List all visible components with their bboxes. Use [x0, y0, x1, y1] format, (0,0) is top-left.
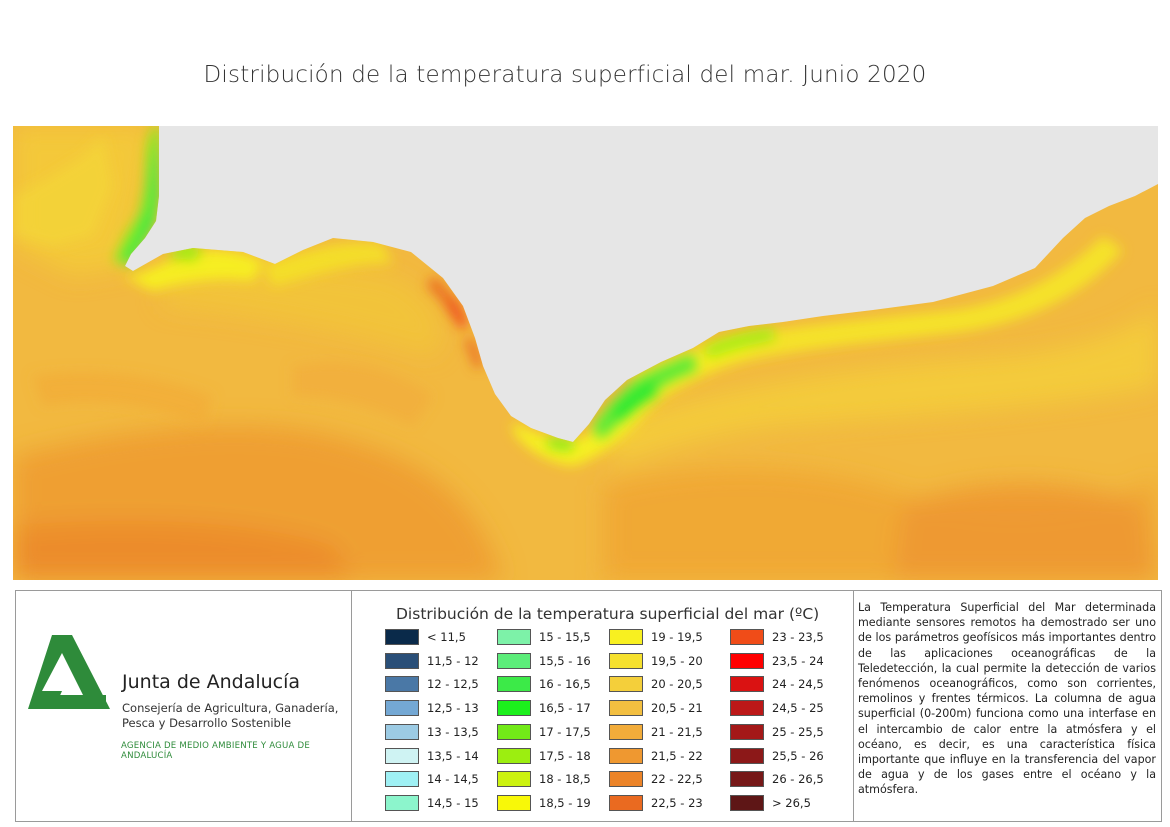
page-title: Distribución de la temperatura superfici… [203, 62, 927, 88]
legend-swatch [497, 700, 531, 717]
legend-label: 19,5 - 20 [651, 653, 703, 668]
legend-label: 22 - 22,5 [651, 772, 703, 787]
legend-label: 16,5 - 17 [539, 701, 591, 716]
legend-label: 12 - 12,5 [427, 677, 479, 692]
junta-andalucia-logo-icon [28, 635, 110, 709]
legend-swatch [497, 723, 531, 740]
legend-label: 13,5 - 14 [427, 748, 479, 763]
legend-label: 12,5 - 13 [427, 701, 479, 716]
legend-swatch [497, 747, 531, 764]
legend-label: 20 - 20,5 [651, 677, 703, 692]
legend-section: Distribución de la temperatura superfici… [351, 591, 854, 821]
legend-label: 22,5 - 23 [651, 795, 703, 810]
legend-swatch [730, 723, 764, 740]
legend-swatch [385, 771, 419, 788]
legend-label: 23,5 - 24 [772, 653, 824, 668]
legend-swatch [609, 747, 643, 764]
legend-swatch [730, 700, 764, 717]
legend-swatch [609, 652, 643, 669]
sst-map [13, 126, 1158, 580]
legend-label: 21,5 - 22 [651, 748, 703, 763]
legend-swatch [385, 723, 419, 740]
agency-name: AGENCIA DE MEDIO AMBIENTE Y AGUA DE ANDA… [121, 741, 310, 761]
legend-label: 20,5 - 21 [651, 701, 703, 716]
legend-swatch [497, 676, 531, 693]
legend-swatch [385, 700, 419, 717]
department-line-2: Pesca y Desarrollo Sostenible [122, 716, 292, 730]
legend-label: 15 - 15,5 [539, 630, 591, 644]
legend-label: < 11,5 [427, 630, 466, 644]
legend-label: 26 - 26,5 [772, 772, 824, 787]
logo-bar [38, 695, 106, 709]
legend-swatch [497, 771, 531, 788]
legend-swatch [730, 771, 764, 788]
legend-swatch [385, 747, 419, 764]
legend-label: 23 - 23,5 [772, 630, 824, 644]
legend-label: 19 - 19,5 [651, 630, 703, 644]
legend-label: 24,5 - 25 [772, 701, 824, 716]
description-text: La Temperatura Superficial del Mar deter… [858, 601, 1156, 797]
legend-swatch [385, 794, 419, 811]
legend-swatch [730, 747, 764, 764]
legend-swatch [609, 771, 643, 788]
legend-label: 17,5 - 18 [539, 748, 591, 763]
legend-swatch [609, 700, 643, 717]
legend-label: 11,5 - 12 [427, 653, 479, 668]
legend-swatch [497, 652, 531, 669]
legend-label: 16 - 16,5 [539, 677, 591, 692]
description-section: La Temperatura Superficial del Mar deter… [854, 591, 1161, 821]
legend-swatch [497, 629, 531, 645]
legend-label: 13 - 13,5 [427, 724, 479, 739]
legend-swatch [730, 629, 764, 645]
legend-label: 14,5 - 15 [427, 795, 479, 810]
legend-label: 17 - 17,5 [539, 724, 591, 739]
info-panel: Junta de Andalucía Consejería de Agricul… [15, 590, 1162, 822]
legend-swatch [385, 676, 419, 693]
legend-swatch [609, 794, 643, 811]
department-line-1: Consejería de Agricultura, Ganadería, [122, 701, 339, 715]
legend-label: 15,5 - 16 [539, 653, 591, 668]
legend-label: 21 - 21,5 [651, 724, 703, 739]
org-name: Junta de Andalucía [122, 671, 301, 693]
legend-label: 25,5 - 26 [772, 748, 824, 763]
legend-swatch [730, 652, 764, 669]
legend-label: 18,5 - 19 [539, 795, 591, 810]
legend-label: 14 - 14,5 [427, 772, 479, 787]
legend-swatch [609, 723, 643, 740]
legend-label: > 26,5 [772, 795, 811, 810]
logo-section: Junta de Andalucía Consejería de Agricul… [16, 591, 351, 821]
legend-swatch [609, 629, 643, 645]
legend-swatch [609, 676, 643, 693]
legend-swatch [497, 794, 531, 811]
logo-arch [28, 635, 110, 709]
legend-label: 18 - 18,5 [539, 772, 591, 787]
legend-swatch [730, 676, 764, 693]
legend-swatch [385, 652, 419, 669]
legend-swatch [730, 794, 764, 811]
legend-label: 24 - 24,5 [772, 677, 824, 692]
legend-swatch [385, 629, 419, 645]
legend-label: 25 - 25,5 [772, 724, 824, 739]
legend-title: Distribución de la temperatura superfici… [396, 605, 820, 623]
